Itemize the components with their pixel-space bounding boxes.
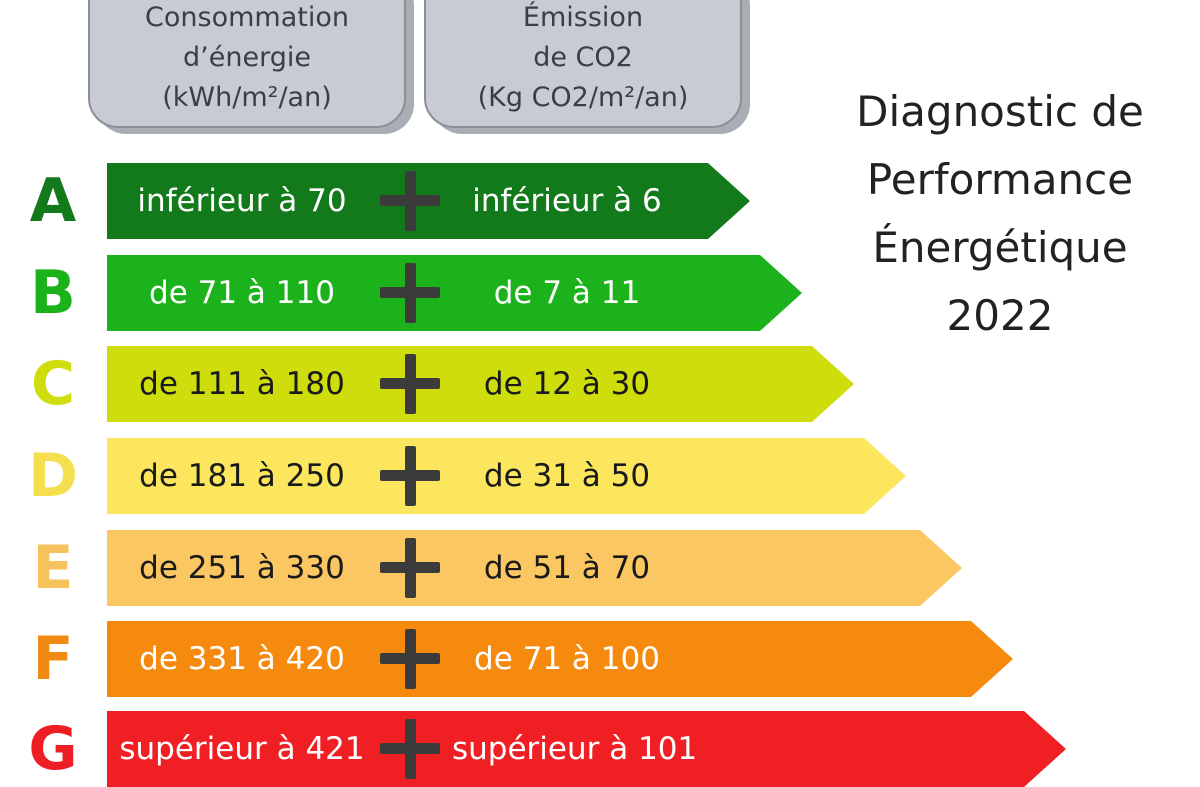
co2-range: supérieur à 101 bbox=[452, 731, 698, 767]
consumption-header-line: d’énergie bbox=[183, 42, 311, 73]
class-bar-g: supérieur à 421 supérieur à 101 bbox=[107, 711, 1066, 787]
energy-range: supérieur à 421 bbox=[119, 731, 365, 767]
title-line: Diagnostic de bbox=[856, 87, 1144, 136]
consumption-header-line: Consommation bbox=[145, 2, 349, 33]
plus-icon bbox=[380, 446, 440, 506]
co2-range: de 7 à 11 bbox=[493, 275, 641, 311]
title-line: Performance bbox=[866, 155, 1134, 204]
class-arrow-shape bbox=[107, 621, 1013, 697]
class-letter-f: F bbox=[32, 624, 74, 694]
co2-range: de 71 à 100 bbox=[474, 641, 660, 677]
title-line: Énergétique bbox=[872, 223, 1128, 272]
energy-range: inférieur à 70 bbox=[137, 183, 347, 219]
plus-icon bbox=[380, 354, 440, 414]
title-line: 2022 bbox=[946, 291, 1054, 340]
plus-icon bbox=[380, 171, 440, 231]
energy-range: de 111 à 180 bbox=[139, 366, 345, 402]
energy-range: de 331 à 420 bbox=[139, 641, 345, 677]
class-arrow-shape bbox=[107, 255, 802, 331]
energy-range: de 71 à 110 bbox=[149, 275, 335, 311]
class-bar-d: de 181 à 250 de 31 à 50 bbox=[107, 438, 906, 514]
class-arrow-fill bbox=[107, 438, 906, 514]
class-arrow-shape bbox=[107, 438, 906, 514]
plus-icon bbox=[380, 538, 440, 598]
energy-range: de 251 à 330 bbox=[139, 550, 345, 586]
class-letter-a: A bbox=[29, 166, 77, 236]
class-letter-d: D bbox=[28, 441, 78, 511]
class-letter-g: G bbox=[28, 714, 78, 784]
class-arrow-fill bbox=[107, 346, 854, 422]
consumption-header: Consommation d’énergie (kWh/m²/an) bbox=[88, 0, 406, 128]
emission-header-line: Émission bbox=[522, 2, 644, 33]
co2-range: inférieur à 6 bbox=[472, 183, 662, 219]
plus-icon bbox=[380, 263, 440, 323]
class-letter-e: E bbox=[32, 533, 74, 603]
class-arrow-fill bbox=[107, 255, 802, 331]
class-bar-f: de 331 à 420 de 71 à 100 bbox=[107, 621, 1013, 697]
class-letter-b: B bbox=[30, 258, 76, 328]
energy-range: de 181 à 250 bbox=[139, 458, 345, 494]
emission-header-line: de CO2 bbox=[533, 42, 633, 73]
plus-icon bbox=[380, 629, 440, 689]
class-arrow-shape bbox=[107, 346, 854, 422]
class-bar-b: de 71 à 110 de 7 à 11 bbox=[107, 255, 802, 331]
class-bar-c: de 111 à 180 de 12 à 30 bbox=[107, 346, 854, 422]
class-arrow-fill bbox=[107, 621, 1013, 697]
page-title: Diagnostic de Performance Énergétique 20… bbox=[800, 78, 1200, 350]
co2-range: de 31 à 50 bbox=[483, 458, 651, 494]
co2-range: de 12 à 30 bbox=[483, 366, 651, 402]
plus-icon bbox=[380, 719, 440, 779]
consumption-header-line: (kWh/m²/an) bbox=[162, 82, 332, 113]
co2-range: de 51 à 70 bbox=[483, 550, 651, 586]
class-arrow-shape bbox=[107, 530, 962, 606]
class-bar-e: de 251 à 330 de 51 à 70 bbox=[107, 530, 962, 606]
class-letter-c: C bbox=[30, 349, 76, 419]
emission-header: Émission de CO2 (Kg CO2/m²/an) bbox=[424, 0, 742, 128]
emission-header-line: (Kg CO2/m²/an) bbox=[477, 82, 689, 113]
class-bar-a: inférieur à 70 inférieur à 6 bbox=[107, 163, 750, 239]
class-arrow-fill bbox=[107, 530, 962, 606]
